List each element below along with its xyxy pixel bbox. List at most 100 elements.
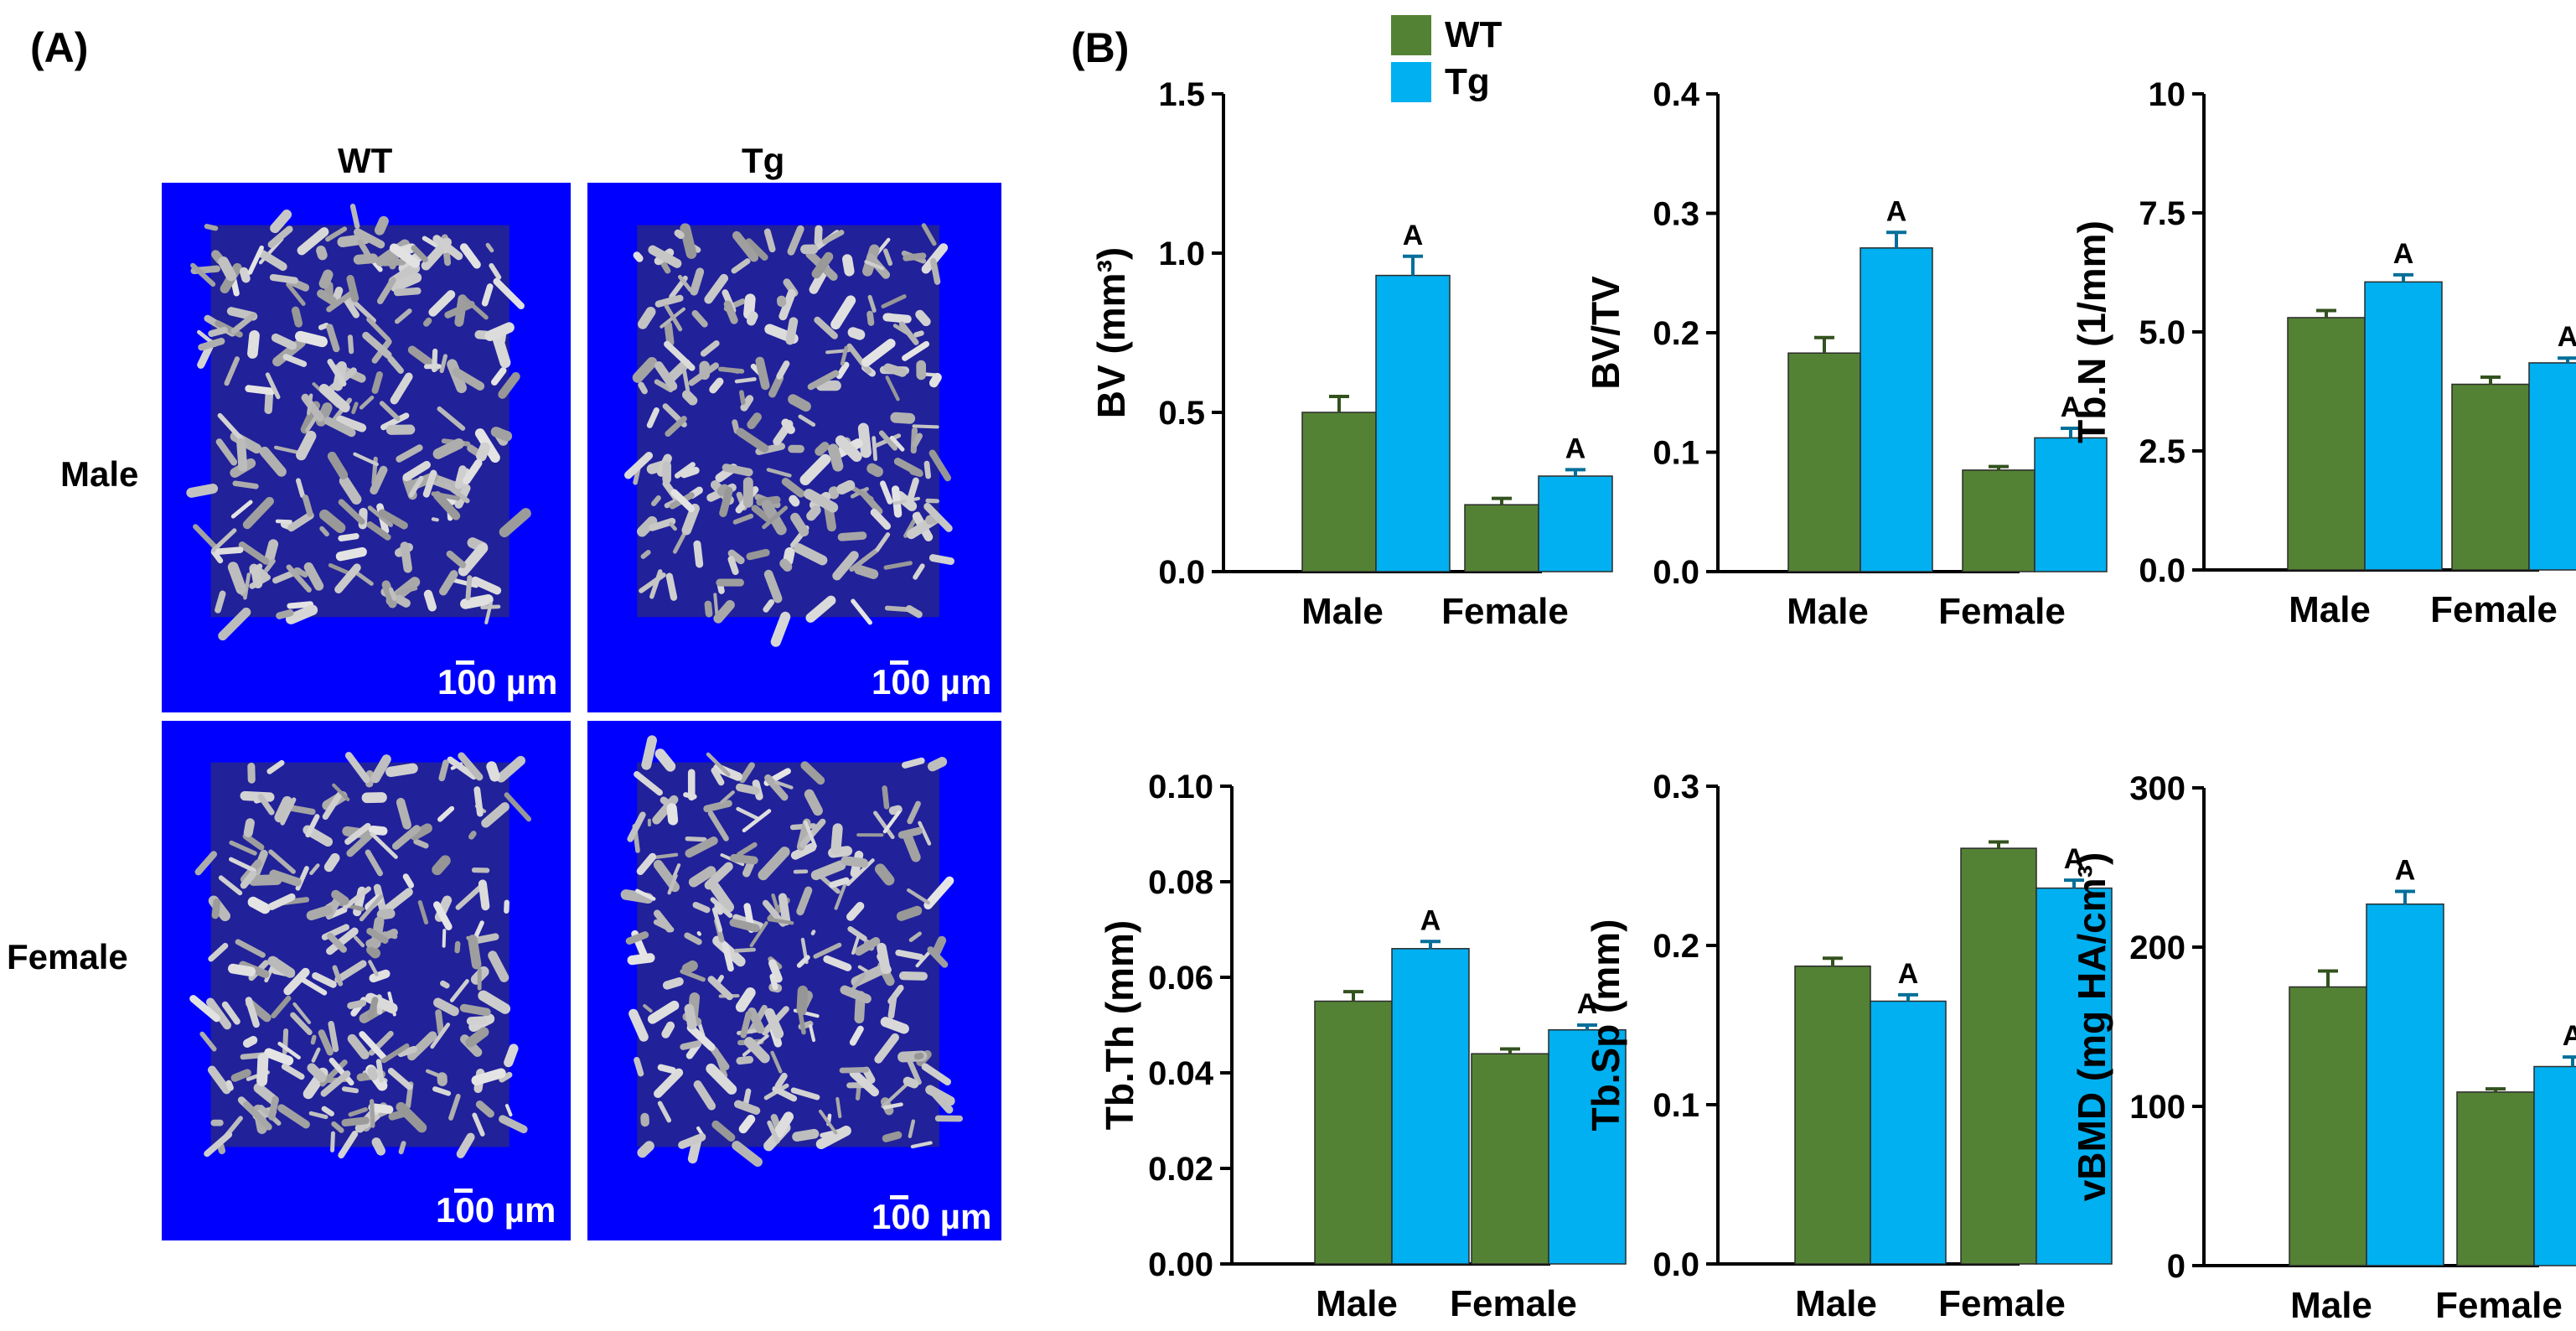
trabecula <box>768 959 783 983</box>
chart-bv-tv: 0.0 0.1 0.2 0.3 0.4 BV/TV Male A Female A <box>1584 76 2108 632</box>
trabecula <box>357 239 372 260</box>
trabecula <box>432 438 464 459</box>
trabecula <box>767 1120 780 1144</box>
trabecula <box>334 563 361 593</box>
trabecula <box>381 580 397 609</box>
trabecula <box>882 811 901 834</box>
trabecula <box>430 1023 451 1049</box>
trabecula <box>915 309 931 327</box>
trabecula <box>732 513 754 525</box>
trabecula <box>823 955 852 971</box>
trabecular-texture <box>624 223 954 647</box>
trabecula <box>504 1104 513 1117</box>
trabecula <box>422 317 432 327</box>
trabecula <box>432 1086 452 1096</box>
trabecula <box>461 295 489 320</box>
trabecula <box>700 339 720 357</box>
trabecula <box>684 1003 697 1030</box>
trabecula <box>303 562 324 591</box>
trabecula <box>243 1101 272 1131</box>
trabecula <box>431 491 461 501</box>
trabecula <box>387 1068 413 1090</box>
trabecula <box>400 541 412 573</box>
trabecula <box>739 762 755 784</box>
trabecula <box>857 422 872 458</box>
trabecula <box>913 1052 924 1060</box>
trabecula <box>794 543 828 566</box>
trabecula <box>225 1080 234 1091</box>
trabecula <box>714 903 724 915</box>
trabecula <box>923 460 932 479</box>
trabecula <box>921 1063 951 1086</box>
trabecula <box>854 936 881 956</box>
trabecula <box>490 427 513 442</box>
trabecula <box>282 354 308 367</box>
trabecula <box>851 598 872 625</box>
trabecula <box>353 452 379 467</box>
trabecula <box>318 269 334 289</box>
trabecula <box>804 821 817 848</box>
y-tick-label: 0.04 <box>1148 1055 1214 1092</box>
trabecula <box>854 564 879 579</box>
trabecula <box>736 427 769 453</box>
trabecula <box>348 296 376 324</box>
trabecula <box>218 256 236 282</box>
x-tick-label: Male <box>2289 589 2371 630</box>
trabecula <box>347 334 354 355</box>
trabecula <box>446 550 467 569</box>
trabecula <box>326 927 359 956</box>
trabecula <box>440 980 450 989</box>
trabecula <box>732 419 740 434</box>
trabecula <box>210 549 224 564</box>
trabecula <box>814 225 823 246</box>
trabecula <box>236 438 248 472</box>
trabecula <box>680 223 697 259</box>
trabecula <box>318 509 346 534</box>
trabecula <box>332 783 350 801</box>
trabecula <box>685 836 707 842</box>
trabecula <box>849 547 880 572</box>
trabecula <box>674 229 685 240</box>
trabecula <box>738 1115 756 1134</box>
trabecula <box>381 258 406 267</box>
trabecula <box>297 227 329 256</box>
trabecula <box>433 997 459 1017</box>
trabecula <box>347 1033 370 1059</box>
trabecula <box>444 301 475 319</box>
scale-bar-male-tg: 100 µm <box>872 660 992 702</box>
trabecula <box>912 432 923 448</box>
trabecula <box>264 1048 294 1066</box>
trabecula <box>390 272 422 293</box>
trabecula <box>827 443 844 472</box>
trabecula <box>706 1063 737 1095</box>
scale-bar-female-tg: 100 µm <box>872 1195 992 1236</box>
trabecula <box>763 598 775 613</box>
trabecula <box>307 1063 327 1083</box>
trabecula <box>353 935 365 948</box>
trabecula <box>318 384 350 413</box>
trabecula <box>657 1064 676 1075</box>
trabecula <box>290 1012 313 1036</box>
trabecula <box>205 997 232 1030</box>
trabecula <box>641 735 657 770</box>
trabecula <box>908 1119 916 1138</box>
trabecula <box>740 1011 753 1038</box>
trabecula <box>388 587 397 601</box>
trabecula <box>396 1101 427 1133</box>
trabecula <box>316 246 328 261</box>
trabecula <box>887 994 897 1019</box>
trabecula <box>208 326 228 338</box>
trabecula <box>835 435 862 462</box>
trabecular-texture <box>620 735 964 1168</box>
trabecula <box>359 894 384 922</box>
trabecula <box>799 453 831 486</box>
x-tick-label: Male <box>2290 1285 2372 1326</box>
trabecula <box>690 267 705 296</box>
trabecula <box>194 851 218 876</box>
trabecula <box>652 795 679 825</box>
trabecula <box>804 789 823 816</box>
trabecula <box>341 1086 360 1094</box>
trabecula <box>327 932 347 953</box>
trabecula <box>742 809 772 833</box>
trabecula <box>292 1002 312 1025</box>
